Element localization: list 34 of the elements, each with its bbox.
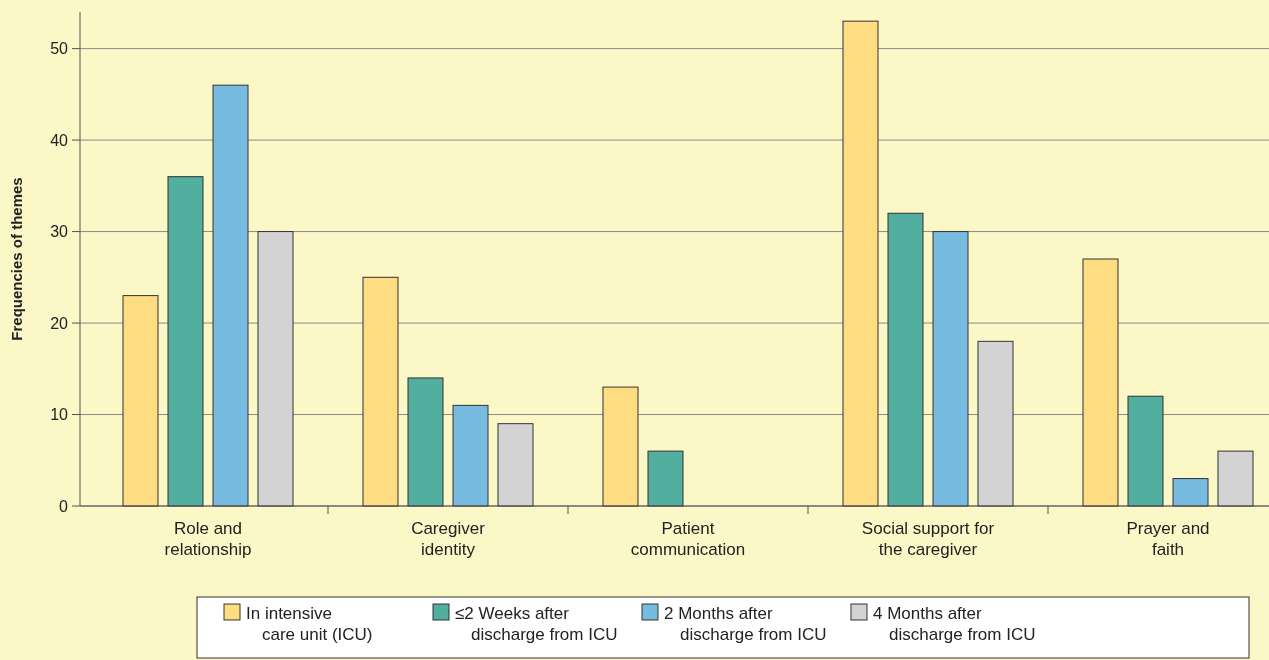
y-tick-label: 30 [50, 223, 69, 241]
bar [887, 212, 924, 507]
bar [1082, 258, 1119, 507]
bar [452, 404, 489, 507]
bar [257, 231, 294, 507]
x-tick-label: Role and relationship [164, 519, 252, 559]
y-tick-label: 0 [59, 497, 69, 515]
y-tick-label: 10 [50, 406, 69, 424]
bar [842, 20, 879, 507]
bar [1127, 395, 1164, 507]
bar [602, 386, 639, 507]
bar [362, 276, 399, 507]
bar [1172, 478, 1209, 507]
legend-label: ≤2 Weeks after discharge from ICU [455, 604, 618, 644]
bar [647, 450, 684, 507]
legend-label: 4 Months after discharge from ICU [873, 604, 1036, 644]
bar [407, 377, 444, 507]
bar [212, 84, 249, 507]
y-axis-title: Frequencies of themes [8, 177, 25, 341]
legend-label: 2 Months after discharge from ICU [664, 604, 827, 644]
x-tick-label: Prayer and faith [1126, 519, 1210, 559]
x-tick-label: Social support for the caregiver [861, 519, 995, 559]
bar [122, 295, 159, 507]
bar [977, 340, 1014, 507]
bar [497, 423, 534, 507]
bar [932, 231, 969, 507]
y-tick-label: 20 [50, 314, 69, 332]
x-tick-label: Patient communication [630, 519, 746, 559]
legend-label: In intensive care unit (ICU) [246, 604, 373, 644]
x-tick-label: Caregiver identity [411, 519, 486, 559]
y-tick-label: 40 [50, 131, 69, 149]
bar [167, 176, 204, 507]
y-tick-label: 50 [50, 40, 69, 58]
bar [1217, 450, 1254, 507]
